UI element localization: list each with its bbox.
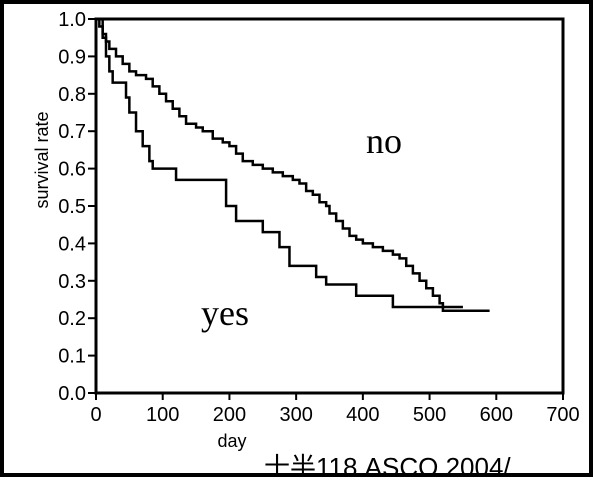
x-tick-label: 100: [146, 404, 179, 426]
y-tick-label: 0.7: [58, 121, 86, 143]
x-tick-label: 500: [413, 404, 446, 426]
x-tick-label: 700: [546, 404, 579, 426]
x-axis: 0 100 200 300 400 500 600 700: [90, 393, 580, 426]
footer-text: …十半118 ASCO 2004/…: [238, 452, 537, 477]
x-tick-label: 600: [480, 404, 513, 426]
annotation-yes: yes: [201, 293, 249, 333]
y-tick-label: 0.0: [58, 383, 86, 405]
y-tick-label: 0.2: [58, 308, 86, 330]
series-line-yes: [96, 17, 463, 309]
y-axis-title: survival rate: [32, 111, 52, 208]
y-tick-label: 1.0: [58, 9, 86, 31]
y-tick-label: 0.3: [58, 271, 86, 293]
y-axis: 0.0 0.1 0.2 0.3 0.4 0.5 0.6 0.7 0.8 0.9 1.0: [58, 9, 96, 405]
y-tick-label: 0.4: [58, 233, 86, 255]
x-tick-label: 300: [279, 404, 312, 426]
y-tick-label: 0.1: [58, 346, 86, 368]
series-layer: [96, 17, 490, 312]
x-axis-title: day: [217, 431, 246, 451]
y-tick-label: 0.9: [58, 46, 86, 68]
x-tick-label: 400: [346, 404, 379, 426]
x-tick-label: 0: [90, 404, 101, 426]
y-tick-label: 0.5: [58, 196, 86, 218]
annotation-no: no: [366, 121, 402, 161]
y-tick-label: 0.6: [58, 159, 86, 181]
x-tick-label: 200: [213, 404, 246, 426]
y-tick-label: 0.8: [58, 84, 86, 106]
series-line-no: [96, 17, 490, 312]
